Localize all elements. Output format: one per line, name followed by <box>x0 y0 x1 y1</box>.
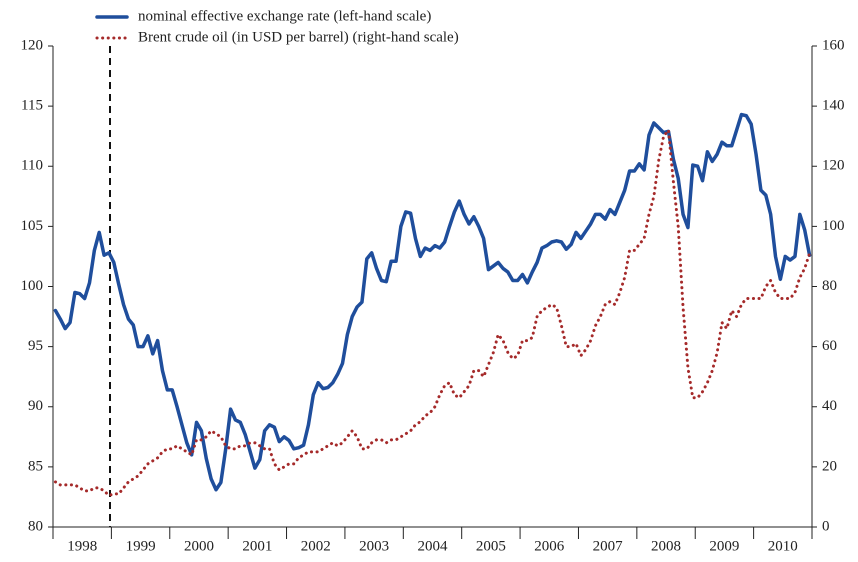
x-tick-label: 2006 <box>534 538 565 554</box>
y2-tick-label: 80 <box>822 278 837 294</box>
x-tick-label: 2008 <box>651 538 681 554</box>
y-tick-label: 95 <box>28 338 43 354</box>
y-tick-label: 100 <box>21 278 44 294</box>
y2-tick-label: 120 <box>822 158 845 174</box>
y2-tick-label: 140 <box>822 98 845 114</box>
x-tick-label: 1999 <box>126 538 156 554</box>
y-tick-label: 105 <box>21 218 44 234</box>
x-tick-label: 2004 <box>418 538 449 554</box>
y-tick-label: 120 <box>21 37 44 53</box>
series-line <box>53 112 812 492</box>
x-tick-label: 2010 <box>768 538 798 554</box>
y-tick-label: 85 <box>28 458 43 474</box>
y-tick-label: 115 <box>21 98 43 114</box>
y2-tick-label: 20 <box>822 458 837 474</box>
y2-tick-label: 160 <box>822 37 845 53</box>
x-tick-label: 2007 <box>593 538 624 554</box>
y2-tick-label: 40 <box>822 398 837 414</box>
legend-label: Brent crude oil (in USD per barrel) (rig… <box>138 29 459 45</box>
y2-tick-label: 60 <box>822 338 837 354</box>
y-tick-label: 80 <box>28 518 43 534</box>
y-tick-label: 110 <box>21 158 43 174</box>
y-tick-label: 90 <box>28 398 43 414</box>
x-tick-label: 2005 <box>476 538 506 554</box>
x-tick-label: 2009 <box>709 538 739 554</box>
x-tick-label: 2003 <box>359 538 389 554</box>
x-tick-label: 1998 <box>67 538 97 554</box>
x-tick-label: 2002 <box>301 538 331 554</box>
series-line <box>53 128 812 497</box>
y2-tick-label: 100 <box>822 218 845 234</box>
y2-tick-label: 0 <box>822 518 830 534</box>
x-tick-label: 2001 <box>242 538 272 554</box>
x-tick-label: 2000 <box>184 538 214 554</box>
legend-label: nominal effective exchange rate (left-ha… <box>138 8 431 24</box>
